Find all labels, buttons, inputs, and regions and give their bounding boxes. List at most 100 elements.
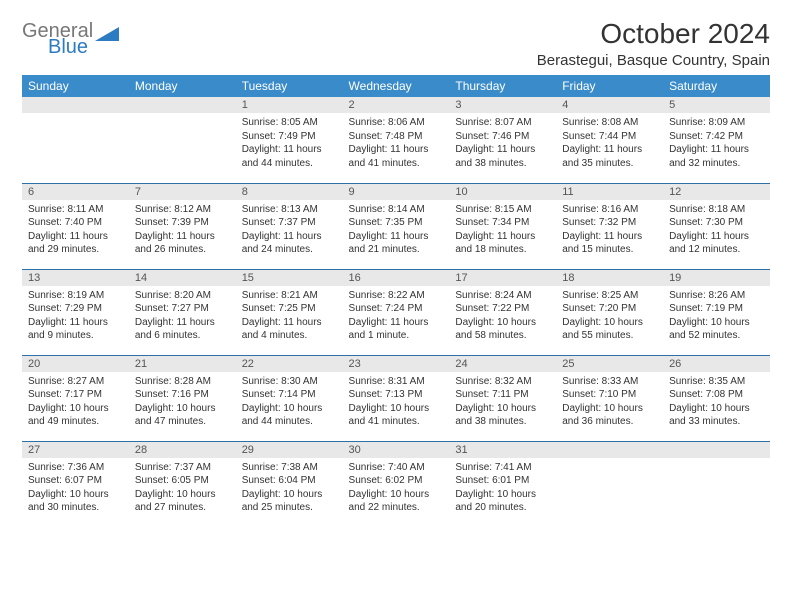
day-number: 8 [236,184,343,200]
calendar-day: 25Sunrise: 8:33 AMSunset: 7:10 PMDayligh… [556,355,663,441]
day-details: Sunrise: 7:36 AMSunset: 6:07 PMDaylight:… [22,458,129,519]
day-number: 16 [343,270,450,286]
calendar-day: 21Sunrise: 8:28 AMSunset: 7:16 PMDayligh… [129,355,236,441]
daylight-text: Daylight: 10 hours and 27 minutes. [135,488,230,515]
sunset-text: Sunset: 7:37 PM [242,216,337,230]
sunset-text: Sunset: 7:25 PM [242,302,337,316]
sunset-text: Sunset: 6:05 PM [135,474,230,488]
month-title: October 2024 [537,18,770,50]
sunset-text: Sunset: 7:48 PM [349,130,444,144]
day-details: Sunrise: 8:16 AMSunset: 7:32 PMDaylight:… [556,200,663,261]
day-number: 10 [449,184,556,200]
sunrise-text: Sunrise: 7:36 AM [28,461,123,475]
calendar-day [22,97,129,183]
day-header: Sunday [22,75,129,97]
calendar-day: 30Sunrise: 7:40 AMSunset: 6:02 PMDayligh… [343,441,450,527]
day-header: Monday [129,75,236,97]
sunrise-text: Sunrise: 8:11 AM [28,203,123,217]
day-details: Sunrise: 8:32 AMSunset: 7:11 PMDaylight:… [449,372,556,433]
calendar-day: 18Sunrise: 8:25 AMSunset: 7:20 PMDayligh… [556,269,663,355]
day-number: 30 [343,442,450,458]
sunset-text: Sunset: 7:13 PM [349,388,444,402]
day-number: 28 [129,442,236,458]
day-details: Sunrise: 8:27 AMSunset: 7:17 PMDaylight:… [22,372,129,433]
day-details: Sunrise: 8:08 AMSunset: 7:44 PMDaylight:… [556,113,663,174]
day-number: 20 [22,356,129,372]
sunrise-text: Sunrise: 8:08 AM [562,116,657,130]
day-details: Sunrise: 8:09 AMSunset: 7:42 PMDaylight:… [663,113,770,174]
day-number: 29 [236,442,343,458]
day-details [129,113,236,120]
calendar-week: 27Sunrise: 7:36 AMSunset: 6:07 PMDayligh… [22,441,770,527]
daylight-text: Daylight: 11 hours and 9 minutes. [28,316,123,343]
sunrise-text: Sunrise: 8:12 AM [135,203,230,217]
day-number: 19 [663,270,770,286]
day-number: 23 [343,356,450,372]
calendar-day: 13Sunrise: 8:19 AMSunset: 7:29 PMDayligh… [22,269,129,355]
day-number: 1 [236,97,343,113]
daylight-text: Daylight: 11 hours and 26 minutes. [135,230,230,257]
day-number: 22 [236,356,343,372]
day-details: Sunrise: 8:26 AMSunset: 7:19 PMDaylight:… [663,286,770,347]
day-header: Thursday [449,75,556,97]
daylight-text: Daylight: 10 hours and 52 minutes. [669,316,764,343]
daylight-text: Daylight: 10 hours and 41 minutes. [349,402,444,429]
day-header-row: Sunday Monday Tuesday Wednesday Thursday… [22,75,770,97]
calendar-day: 29Sunrise: 7:38 AMSunset: 6:04 PMDayligh… [236,441,343,527]
daylight-text: Daylight: 10 hours and 55 minutes. [562,316,657,343]
day-details: Sunrise: 8:25 AMSunset: 7:20 PMDaylight:… [556,286,663,347]
day-header: Friday [556,75,663,97]
day-details: Sunrise: 8:21 AMSunset: 7:25 PMDaylight:… [236,286,343,347]
day-details [663,458,770,465]
day-number: 11 [556,184,663,200]
sunrise-text: Sunrise: 8:05 AM [242,116,337,130]
daylight-text: Daylight: 10 hours and 44 minutes. [242,402,337,429]
day-number: 25 [556,356,663,372]
logo-triangle-icon [95,27,119,52]
day-details: Sunrise: 7:41 AMSunset: 6:01 PMDaylight:… [449,458,556,519]
sunset-text: Sunset: 6:04 PM [242,474,337,488]
logo-text: General Blue [22,22,93,56]
sunset-text: Sunset: 7:49 PM [242,130,337,144]
day-number: 18 [556,270,663,286]
calendar-day: 5Sunrise: 8:09 AMSunset: 7:42 PMDaylight… [663,97,770,183]
sunrise-text: Sunrise: 8:16 AM [562,203,657,217]
header: General Blue October 2024 Berastegui, Ba… [22,18,770,69]
day-details: Sunrise: 7:38 AMSunset: 6:04 PMDaylight:… [236,458,343,519]
sunset-text: Sunset: 7:14 PM [242,388,337,402]
calendar-day: 11Sunrise: 8:16 AMSunset: 7:32 PMDayligh… [556,183,663,269]
calendar-table: Sunday Monday Tuesday Wednesday Thursday… [22,75,770,527]
sunset-text: Sunset: 7:17 PM [28,388,123,402]
day-number [22,97,129,113]
daylight-text: Daylight: 11 hours and 29 minutes. [28,230,123,257]
daylight-text: Daylight: 11 hours and 12 minutes. [669,230,764,257]
calendar-day: 27Sunrise: 7:36 AMSunset: 6:07 PMDayligh… [22,441,129,527]
day-number: 15 [236,270,343,286]
day-details: Sunrise: 8:19 AMSunset: 7:29 PMDaylight:… [22,286,129,347]
day-number: 24 [449,356,556,372]
calendar-day: 19Sunrise: 8:26 AMSunset: 7:19 PMDayligh… [663,269,770,355]
day-number: 5 [663,97,770,113]
sunset-text: Sunset: 6:07 PM [28,474,123,488]
day-details: Sunrise: 8:14 AMSunset: 7:35 PMDaylight:… [343,200,450,261]
sunrise-text: Sunrise: 8:20 AM [135,289,230,303]
day-number: 7 [129,184,236,200]
sunrise-text: Sunrise: 8:35 AM [669,375,764,389]
daylight-text: Daylight: 11 hours and 18 minutes. [455,230,550,257]
day-number: 6 [22,184,129,200]
sunset-text: Sunset: 7:44 PM [562,130,657,144]
day-details: Sunrise: 8:11 AMSunset: 7:40 PMDaylight:… [22,200,129,261]
calendar-day: 10Sunrise: 8:15 AMSunset: 7:34 PMDayligh… [449,183,556,269]
day-details: Sunrise: 8:15 AMSunset: 7:34 PMDaylight:… [449,200,556,261]
calendar-day: 7Sunrise: 8:12 AMSunset: 7:39 PMDaylight… [129,183,236,269]
calendar-week: 6Sunrise: 8:11 AMSunset: 7:40 PMDaylight… [22,183,770,269]
sunset-text: Sunset: 7:35 PM [349,216,444,230]
calendar-week: 13Sunrise: 8:19 AMSunset: 7:29 PMDayligh… [22,269,770,355]
sunrise-text: Sunrise: 8:09 AM [669,116,764,130]
sunset-text: Sunset: 7:34 PM [455,216,550,230]
day-details [22,113,129,120]
day-details: Sunrise: 8:33 AMSunset: 7:10 PMDaylight:… [556,372,663,433]
logo: General Blue [22,22,119,56]
day-number: 12 [663,184,770,200]
daylight-text: Daylight: 11 hours and 35 minutes. [562,143,657,170]
